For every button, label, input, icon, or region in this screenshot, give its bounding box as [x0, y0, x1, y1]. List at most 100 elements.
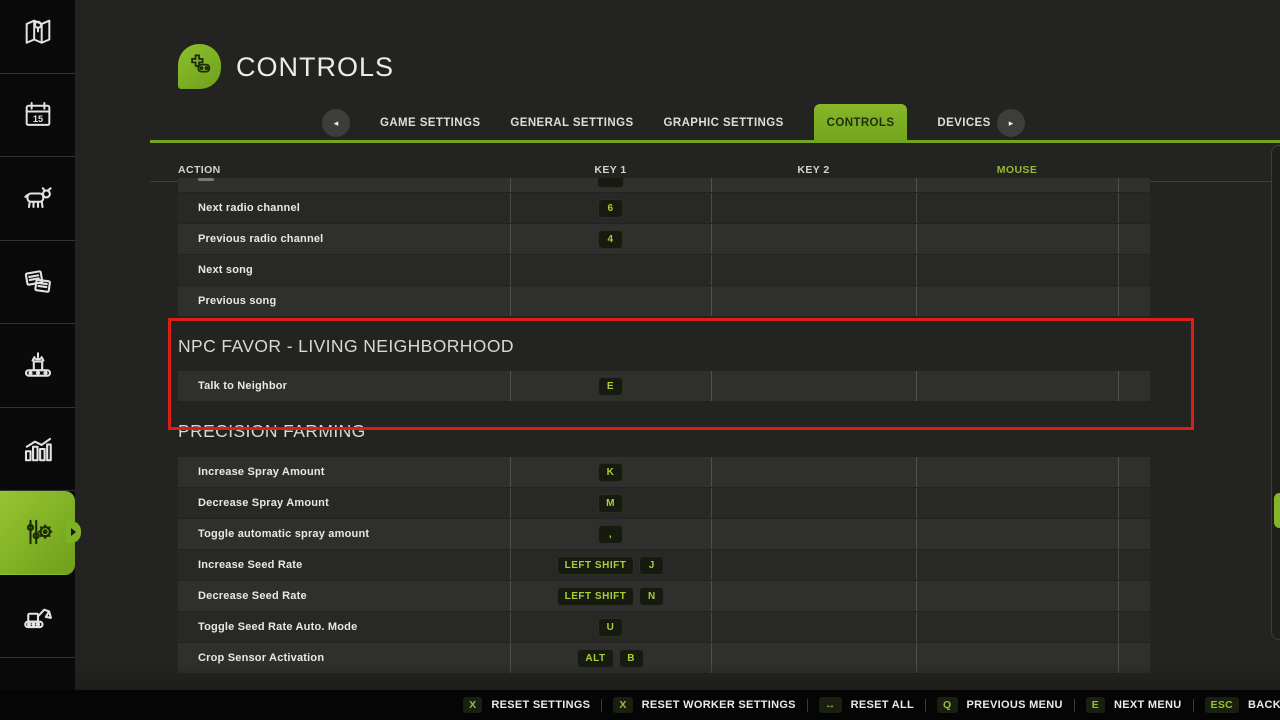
column-separator [510, 286, 511, 316]
table-row[interactable]: Increase Seed Rate LEFT SHIFT J [178, 550, 1150, 580]
column-separator [510, 371, 511, 401]
truncated-table-row[interactable] [178, 178, 1150, 192]
bottom-bar-divider [1192, 698, 1194, 712]
table-row[interactable]: Decrease Seed Rate LEFT SHIFT N [178, 581, 1150, 611]
key1-cell[interactable]: 6 [510, 193, 711, 223]
column-separator [510, 643, 511, 673]
bottom-action-next-menu[interactable]: E NEXT MENU [1075, 697, 1193, 713]
key1-cell[interactable]: K [510, 457, 711, 487]
key-badge: E [1085, 697, 1106, 713]
action-label: Toggle automatic spray amount [198, 528, 370, 540]
sidebar-item-animals[interactable] [0, 157, 75, 241]
column-separator [1118, 178, 1119, 192]
column-separator [711, 193, 712, 223]
table-row[interactable]: Next radio channel 6 [178, 193, 1150, 223]
column-separator [916, 255, 917, 285]
column-separator [510, 488, 511, 518]
table-row[interactable]: Previous radio channel 4 [178, 224, 1150, 254]
key-badge: 6 [598, 198, 623, 218]
gamepad-icon [186, 50, 214, 83]
key-badge: LEFT SHIFT [556, 586, 635, 606]
column-separator [916, 457, 917, 487]
tabs-next-button[interactable]: ▸ [997, 109, 1025, 137]
scrollbar-thumb[interactable] [1274, 493, 1280, 528]
sidebar: 15 [0, 0, 81, 720]
table-row[interactable]: Toggle automatic spray amount, [178, 519, 1150, 549]
action-hint-label: BACK [1248, 699, 1280, 711]
key1-cell[interactable]: U [510, 612, 711, 642]
action-label: Decrease Spray Amount [198, 497, 329, 509]
table-row[interactable]: Talk to Neighbor E [178, 371, 1150, 401]
tabs-prev-button[interactable]: ◂ [322, 109, 350, 137]
sidebar-item-production[interactable] [0, 324, 75, 408]
column-separator [916, 643, 917, 673]
svg-text:15: 15 [32, 114, 42, 124]
key-badge: ESC [1204, 697, 1240, 713]
action-label: Increase Seed Rate [198, 559, 303, 571]
key1-cell[interactable]: M [510, 488, 711, 518]
bottom-action-reset-all[interactable]: ↔ RESET ALL [808, 697, 925, 713]
column-separator [1118, 286, 1119, 316]
bottom-action-reset-settings[interactable]: X RESET SETTINGS [452, 697, 601, 713]
key-badge: 4 [598, 229, 623, 249]
column-header-key2: KEY 2 [797, 164, 830, 176]
key-badge: X [613, 697, 633, 713]
sidebar-item-statistics[interactable] [0, 408, 75, 491]
column-header-key1: KEY 1 [594, 164, 627, 176]
column-separator [916, 286, 917, 316]
action-label: Crop Sensor Activation [198, 652, 325, 664]
action-hint-label: NEXT MENU [1114, 699, 1182, 711]
bottom-action-reset-worker-settings[interactable]: X RESET WORKER SETTINGS [602, 697, 807, 713]
table-row[interactable]: Increase Spray Amount K [178, 457, 1150, 487]
column-header-action: ACTION [178, 164, 221, 176]
column-separator [1118, 519, 1119, 549]
key1-cell[interactable]: LEFT SHIFT J [510, 550, 711, 580]
contracts-icon [20, 264, 56, 300]
action-label: Previous radio channel [198, 233, 324, 245]
action-hint-label: RESET ALL [850, 699, 915, 711]
column-separator [510, 581, 511, 611]
column-separator [711, 286, 712, 316]
action-label: Next radio channel [198, 202, 301, 214]
table-row[interactable]: Toggle Seed Rate Auto. Mode U [178, 612, 1150, 642]
table-row[interactable]: Crop Sensor Activation ALT B [178, 643, 1150, 673]
sidebar-item-map[interactable] [0, 0, 75, 74]
key-badge: K [598, 462, 623, 482]
bottom-bar-divider [925, 698, 927, 712]
sidebar-item-contracts[interactable] [0, 241, 75, 324]
key1-cell[interactable]: ALT B [510, 643, 711, 673]
table-row[interactable]: Previous song [178, 286, 1150, 316]
column-separator [1118, 581, 1119, 611]
key-badge: N [639, 586, 665, 606]
table-row[interactable]: Decrease Spray Amount M [178, 488, 1150, 518]
tab-graphic-settings[interactable]: GRAPHIC SETTINGS [663, 117, 784, 129]
column-separator [916, 193, 917, 223]
sidebar-item-settings[interactable] [0, 491, 81, 575]
key1-cell[interactable]: LEFT SHIFT N [510, 581, 711, 611]
bottom-action-back[interactable]: ESC BACK [1194, 697, 1280, 713]
key1-cell[interactable] [510, 255, 711, 285]
tab-game-settings[interactable]: GAME SETTINGS [380, 117, 481, 129]
key-badge: J [639, 555, 665, 575]
column-separator [711, 550, 712, 580]
key1-cell[interactable]: E [510, 371, 711, 401]
column-separator [711, 612, 712, 642]
sidebar-item-construction[interactable] [0, 575, 75, 658]
tab-general-settings[interactable]: GENERAL SETTINGS [510, 117, 634, 129]
column-separator [1118, 550, 1119, 580]
sidebar-item-calendar[interactable]: 15 [0, 74, 75, 157]
key1-cell[interactable]: 4 [510, 224, 711, 254]
table-scrollbar[interactable] [1271, 145, 1280, 640]
key1-cell[interactable]: , [510, 519, 711, 549]
tab-controls[interactable]: CONTROLS [813, 104, 908, 142]
action-label: Talk to Neighbor [198, 380, 288, 392]
column-separator [510, 612, 511, 642]
bottom-action-previous-menu[interactable]: Q PREVIOUS MENU [926, 697, 1074, 713]
key1-cell[interactable] [510, 286, 711, 316]
column-separator [916, 224, 917, 254]
table-row[interactable]: Next song [178, 255, 1150, 285]
tab-devices[interactable]: DEVICES [937, 117, 991, 129]
column-separator [510, 550, 511, 580]
column-separator [510, 457, 511, 487]
bottom-bar-divider [806, 698, 808, 712]
